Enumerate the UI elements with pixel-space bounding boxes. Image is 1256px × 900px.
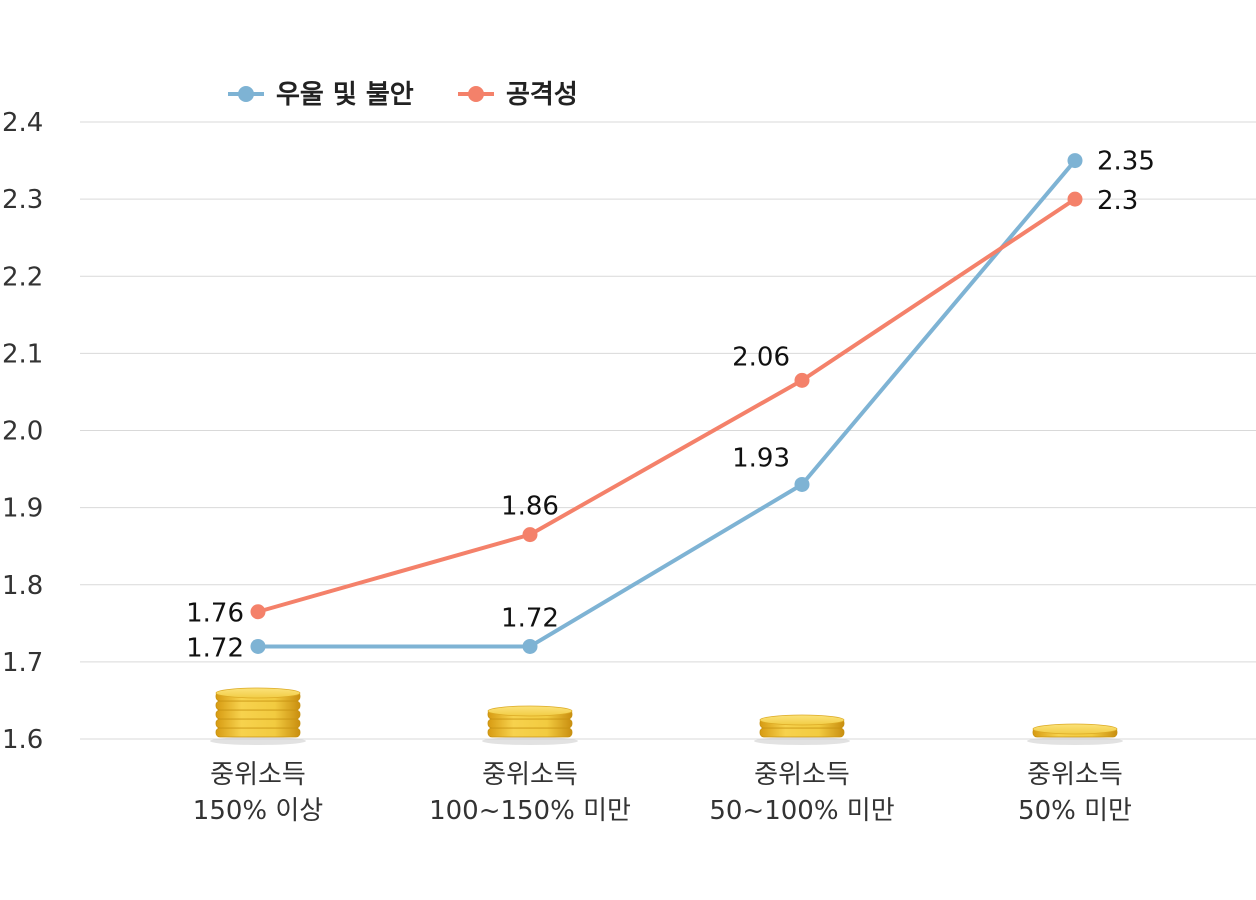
coin	[487, 718, 573, 729]
data-label: 1.93	[732, 443, 790, 473]
coin-top	[1032, 723, 1118, 735]
y-tick-label: 2.1	[2, 339, 43, 369]
y-axis-ticks: 1.6 1.7 1.8 1.9 2.0 2.1 2.2 2.3 2.4	[2, 108, 43, 755]
data-point	[522, 638, 538, 654]
x-category-label: 중위소득	[210, 760, 306, 790]
data-label: 2.3	[1097, 186, 1138, 216]
data-point	[250, 638, 266, 654]
coin-stack	[482, 705, 578, 745]
legend-label: 공격성	[506, 80, 578, 110]
x-category-label: 중위소득	[482, 760, 578, 790]
data-point	[1067, 153, 1083, 169]
x-category-label: 중위소득	[1027, 760, 1123, 790]
coin	[487, 727, 573, 738]
legend-marker	[238, 86, 254, 102]
legend-label: 우울 및 불안	[276, 80, 414, 110]
x-category-label: 50~100% 미만	[709, 796, 894, 826]
coin-decorations	[210, 687, 1123, 745]
coin	[215, 718, 301, 729]
legend: 우울 및 불안 공격성	[228, 80, 578, 110]
series-line	[258, 159, 1077, 649]
y-tick-label: 1.6	[2, 725, 43, 755]
coin-shadow	[482, 737, 578, 745]
data-label: 1.72	[186, 633, 244, 663]
data-point	[794, 372, 810, 388]
gridlines	[80, 121, 1256, 740]
coin-top	[215, 687, 301, 699]
data-label: 1.76	[186, 599, 244, 629]
y-tick-label: 2.2	[2, 262, 43, 292]
data-labels: 1.72 1.72 1.93 2.35 1.76 1.86 2.06 2.3	[186, 147, 1155, 664]
data-label: 2.06	[732, 342, 790, 372]
y-tick-label: 1.9	[2, 494, 43, 524]
y-tick-label: 2.3	[2, 185, 43, 215]
coin-top	[487, 705, 573, 717]
coin-shadow	[1027, 737, 1123, 745]
y-tick-label: 1.7	[2, 648, 43, 678]
coin-shadow	[754, 737, 850, 745]
coin-stack	[754, 714, 850, 745]
coin	[759, 727, 845, 738]
series-lines	[250, 153, 1083, 654]
data-point	[250, 604, 266, 620]
data-point	[1067, 191, 1083, 207]
coin	[215, 709, 301, 720]
series-line	[257, 197, 1077, 614]
coin	[215, 727, 301, 738]
coin-stack	[210, 687, 306, 745]
legend-marker	[468, 86, 484, 102]
data-label: 1.72	[501, 603, 559, 633]
x-category-label: 100~150% 미만	[429, 796, 631, 826]
y-tick-label: 2.4	[2, 108, 43, 138]
y-tick-label: 1.8	[2, 571, 43, 601]
coin-stack	[1027, 723, 1123, 745]
data-label: 2.35	[1097, 147, 1155, 177]
coin-shadow	[210, 737, 306, 745]
x-category-label: 50% 미만	[1018, 796, 1132, 826]
coin	[215, 700, 301, 711]
y-tick-label: 2.0	[2, 417, 43, 447]
data-point	[522, 527, 538, 543]
x-category-label: 중위소득	[754, 760, 850, 790]
coin-top	[759, 714, 845, 726]
x-category-label: 150% 이상	[193, 796, 323, 826]
data-point	[794, 476, 810, 492]
x-axis-categories: 중위소득 150% 이상 중위소득 100~150% 미만 중위소득 50~100% 미만…	[193, 760, 1132, 826]
data-label: 1.86	[501, 492, 559, 522]
